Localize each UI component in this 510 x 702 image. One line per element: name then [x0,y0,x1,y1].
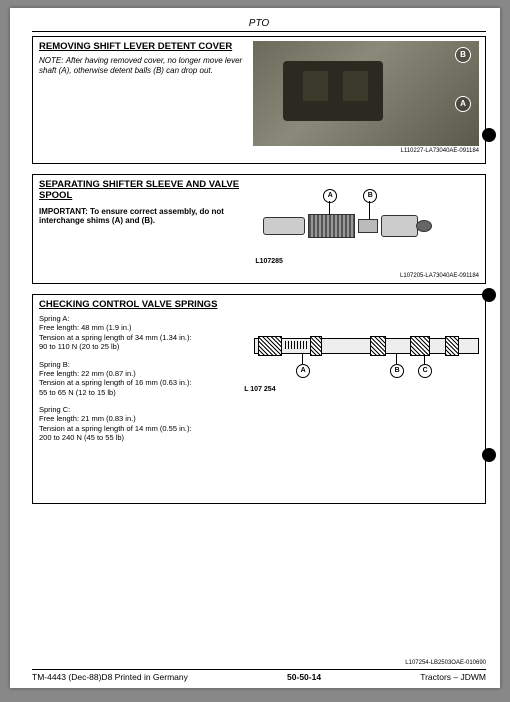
page-footer: TM-4443 (Dec-88)D8 Printed in Germany 50… [32,669,486,682]
spring-a-name: Spring A: [39,314,250,323]
footer-pagenum: 50-50-14 [287,672,321,682]
callout-c: C [418,364,432,378]
spring-c-force: 200 to 240 N (45 to 55 lb) [39,433,124,442]
spring-a: Spring A: Free length: 48 mm (1.9 in.) T… [39,314,250,352]
section1-text: REMOVING SHIFT LEVER DETENT COVER NOTE: … [39,41,253,159]
spring-a-free: Free length: 48 mm (1.9 in.) [39,323,132,332]
spring-b: Spring B: Free length: 22 mm (0.87 in.) … [39,360,250,398]
section3-fignum: L 107 254 [244,386,275,393]
section1-figure: B A L110227-LA73040AE-091184 [253,41,479,159]
header-title: PTO [249,18,269,29]
section1-caption: L110227-LA73040AE-091184 [253,148,479,154]
page-header: PTO [32,18,486,32]
section1-note: NOTE: After having removed cover, no lon… [39,56,247,75]
section3-title: CHECKING CONTROL VALVE SPRINGS [39,299,479,310]
spring-a-force: 90 to 110 N (20 to 25 lb) [39,342,119,351]
section2-figure: A B L107285 L107205-LA73040AE-091184 [253,179,479,279]
section1-title: REMOVING SHIFT LEVER DETENT COVER [39,41,247,52]
callout-a: A [296,364,310,378]
section-removing-cover: REMOVING SHIFT LEVER DETENT COVER NOTE: … [32,36,486,164]
callout-a: A [455,96,471,112]
section2-title: SEPARATING SHIFTER SLEEVE AND VALVE SPOO… [39,179,247,201]
note-body: After having removed cover, no longer mo… [39,56,242,75]
spring-b-name: Spring B: [39,360,250,369]
section-checking-springs: CHECKING CONTROL VALVE SPRINGS Spring A:… [32,294,486,504]
spring-c-name: Spring C: [39,405,250,414]
callout-b: B [363,189,377,203]
section3-caption: L107254-LB2503OAE-010690 [405,660,486,666]
footer-left: TM-4443 (Dec-88)D8 Printed in Germany [32,672,188,682]
diagram-sleeve: A B [253,187,479,257]
spring-a-tension: Tension at a spring length of 34 mm (1.3… [39,333,192,342]
section2-caption: L107205-LA73040AE-091184 [400,273,479,279]
content-area: PTO REMOVING SHIFT LEVER DETENT COVER NO… [10,8,500,504]
footer-right: Tractors – JDWM [420,672,486,682]
note-label: NOTE: [39,56,63,65]
spring-c: Spring C: Free length: 21 mm (0.83 in.) … [39,405,250,443]
spring-b-force: 55 to 65 N (12 to 15 lb) [39,388,116,397]
photo-detent-cover: B A [253,41,479,146]
section2-important: IMPORTANT: To ensure correct assembly, d… [39,207,247,225]
section3-text: Spring A: Free length: 48 mm (1.9 in.) T… [39,314,250,451]
section2-text: SEPARATING SHIFTER SLEEVE AND VALVE SPOO… [39,179,253,279]
section2-fignum: L107285 [255,258,283,265]
callout-a: A [323,189,337,203]
spring-b-tension: Tension at a spring length of 16 mm (0.6… [39,378,192,387]
spring-c-free: Free length: 21 mm (0.83 in.) [39,414,136,423]
diagram-valve: A B C [250,320,479,380]
spring-b-free: Free length: 22 mm (0.87 in.) [39,369,136,378]
section3-figure: A B C L 107 254 [250,314,479,451]
spring-c-tension: Tension at a spring length of 14 mm (0.5… [39,424,192,433]
section-separating-sleeve: SEPARATING SHIFTER SLEEVE AND VALVE SPOO… [32,174,486,284]
important-label: IMPORTANT: [39,207,88,216]
callout-b: B [390,364,404,378]
page: PTO REMOVING SHIFT LEVER DETENT COVER NO… [10,8,500,688]
callout-b: B [455,47,471,63]
